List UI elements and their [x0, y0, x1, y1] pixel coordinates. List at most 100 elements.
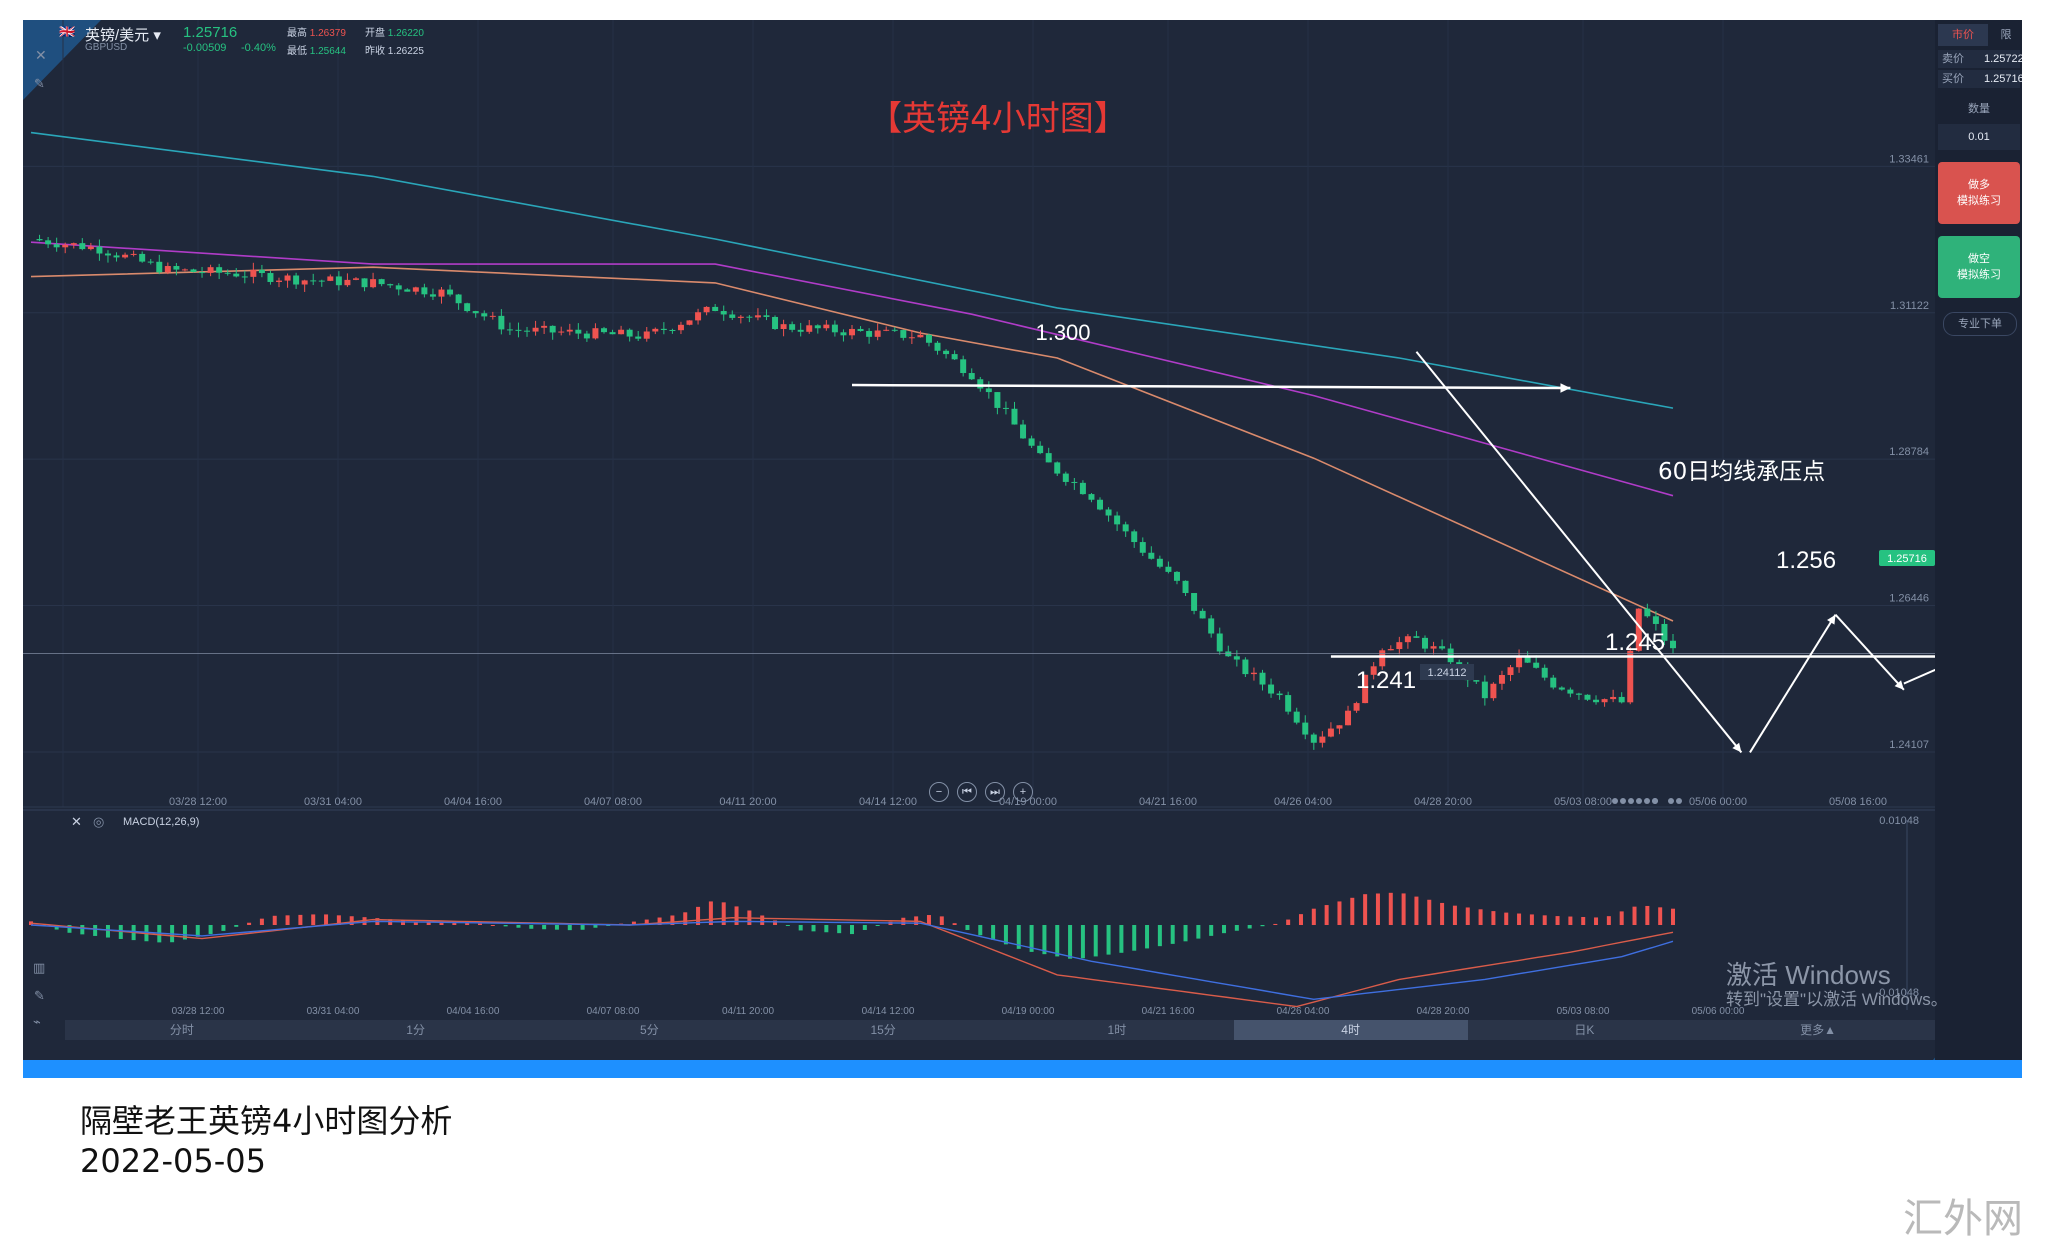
- scroll-start-button[interactable]: ⏮: [957, 782, 977, 802]
- candle-body: [1276, 693, 1283, 696]
- macd-bar: [349, 916, 354, 925]
- tab-timeframe-more[interactable]: 更多▲: [1800, 1023, 1837, 1037]
- macd-bar: [978, 925, 983, 936]
- price-tick-label: 1.26446: [1889, 593, 1929, 605]
- candle-body: [438, 289, 445, 297]
- candle-body: [1430, 646, 1437, 649]
- scroll-end-button[interactable]: ⏭: [985, 782, 1005, 802]
- time-tick-label: 03/31 04:00: [304, 796, 362, 808]
- zoom-in-button[interactable]: +: [1013, 782, 1033, 802]
- macd-bar: [554, 925, 559, 930]
- short-button[interactable]: 做空 模拟练习: [1938, 236, 2020, 298]
- tab-limit[interactable]: 限: [2000, 29, 2012, 41]
- tab-timeframe-1h[interactable]: 1时: [1107, 1023, 1127, 1037]
- level-1256-label: 1.256: [1776, 547, 1836, 574]
- candle-body: [412, 287, 419, 292]
- tab-timeframe-15m[interactable]: 15分: [870, 1023, 896, 1037]
- stat-prev-close: 昨收 1.26225: [365, 46, 424, 57]
- time-tick-label: 05/03 08:00: [1554, 796, 1612, 808]
- candle-body: [806, 325, 813, 332]
- candle-body: [1661, 623, 1668, 641]
- candle-body: [1593, 699, 1600, 703]
- candle-body: [199, 272, 206, 274]
- candle-body: [1353, 703, 1360, 711]
- candle-body: [1011, 408, 1018, 425]
- rebound-arrow: [1749, 614, 1837, 753]
- drop-arrow-head: [1732, 742, 1742, 753]
- macd-bar: [1632, 906, 1637, 925]
- candle-body: [1327, 728, 1334, 737]
- candle-body: [1216, 633, 1223, 652]
- macd-bar: [631, 921, 636, 925]
- candle-body: [1131, 531, 1138, 543]
- macd-bar: [1401, 893, 1406, 925]
- time-tick-label: 04/26 04:00: [1274, 796, 1332, 808]
- candle-body: [609, 332, 616, 335]
- close-chart-icon[interactable]: ✕: [35, 47, 47, 63]
- pencil-icon[interactable]: ✎: [34, 988, 45, 1003]
- macd-bar: [1311, 908, 1316, 925]
- macd-bar: [439, 922, 444, 925]
- time-tick-label: 04/19 00:00: [999, 796, 1057, 808]
- candle-body: [1490, 683, 1497, 699]
- current-price-tag-box: [1879, 550, 1935, 566]
- macd-bar: [67, 925, 72, 933]
- symbol-name[interactable]: 英镑/美元 ▾: [85, 27, 161, 44]
- candle-body: [1481, 681, 1488, 699]
- macd-bar: [683, 912, 688, 925]
- candle-body: [1097, 499, 1104, 510]
- macd-bar: [298, 914, 303, 925]
- candle-body: [600, 328, 607, 333]
- caption-date: 2022-05-05: [80, 1142, 266, 1180]
- macd-bar: [1106, 925, 1111, 955]
- macd-close-icon[interactable]: ✕: [71, 814, 82, 829]
- macd-bar: [285, 915, 290, 925]
- long-button[interactable]: 做多 模拟练习: [1938, 162, 2020, 224]
- macd-bar: [80, 925, 85, 935]
- macd-bar: [1606, 916, 1611, 925]
- macd-settings-icon[interactable]: ◎: [93, 814, 104, 829]
- trade-panel: 市价 限 卖价 1.25722 买价 1.25716 数量 0.01 做多 模拟练习 …: [1935, 20, 2022, 1060]
- macd-bar: [1363, 894, 1368, 925]
- tab-timeframe-tick[interactable]: 分时: [169, 1023, 194, 1037]
- draw-tool-icon[interactable]: ✎: [34, 76, 45, 91]
- macd-bar: [952, 923, 957, 925]
- indicator-icon[interactable]: ▥: [33, 960, 45, 975]
- macd-bar: [1183, 925, 1188, 942]
- qty-label: 数量: [1968, 103, 1990, 115]
- level-1300-line: [851, 383, 1571, 390]
- tab-timeframe-4h[interactable]: 4时: [1233, 1020, 1468, 1040]
- tab-timeframe-1m[interactable]: 1分: [406, 1023, 425, 1037]
- candle-body: [258, 269, 265, 274]
- candle-body: [1498, 675, 1505, 684]
- resistance-label: 60日均线承压点: [1658, 459, 1825, 485]
- candle-body: [1079, 482, 1086, 495]
- zoom-out-button[interactable]: −: [929, 782, 949, 802]
- candle-body: [207, 267, 214, 273]
- candle-body: [908, 337, 915, 339]
- rebound-arrow-head: [1827, 614, 1836, 625]
- tab-timeframe-1d[interactable]: 日K: [1574, 1023, 1595, 1037]
- tab-market[interactable]: 市价: [1938, 24, 1988, 46]
- candle-body: [224, 272, 231, 274]
- candle-body: [977, 379, 984, 389]
- candle-body: [712, 306, 719, 312]
- candle-body: [1379, 650, 1386, 667]
- macd-bar: [708, 901, 713, 925]
- line-tool-icon[interactable]: ⌁: [33, 1014, 41, 1029]
- candle-body: [1037, 445, 1044, 454]
- candlestick-chart[interactable]: 【英镑4小时图】 1.300 1.256 1.241 1.245 60日均线承压…: [23, 20, 2022, 1060]
- candle-body: [1362, 674, 1369, 704]
- candle-body: [532, 327, 539, 332]
- candle-body: [746, 316, 753, 318]
- macd-bar: [465, 923, 470, 925]
- pro-order-button[interactable]: 专业下单: [1943, 312, 2017, 336]
- qty-input[interactable]: 0.01: [1938, 124, 2020, 150]
- macd-bar: [1042, 925, 1047, 955]
- candle-body: [951, 354, 958, 360]
- buy-price-row: 买价 1.25716: [1938, 70, 2022, 88]
- tab-timeframe-5m[interactable]: 5分: [640, 1023, 659, 1037]
- level-1300-line-head: [1560, 383, 1571, 393]
- chevron-down-icon[interactable]: ▾: [153, 27, 161, 44]
- time-axis: 03/28 12:00 03/31 04:00 04/04 16:00 04/07 0…: [169, 796, 1887, 808]
